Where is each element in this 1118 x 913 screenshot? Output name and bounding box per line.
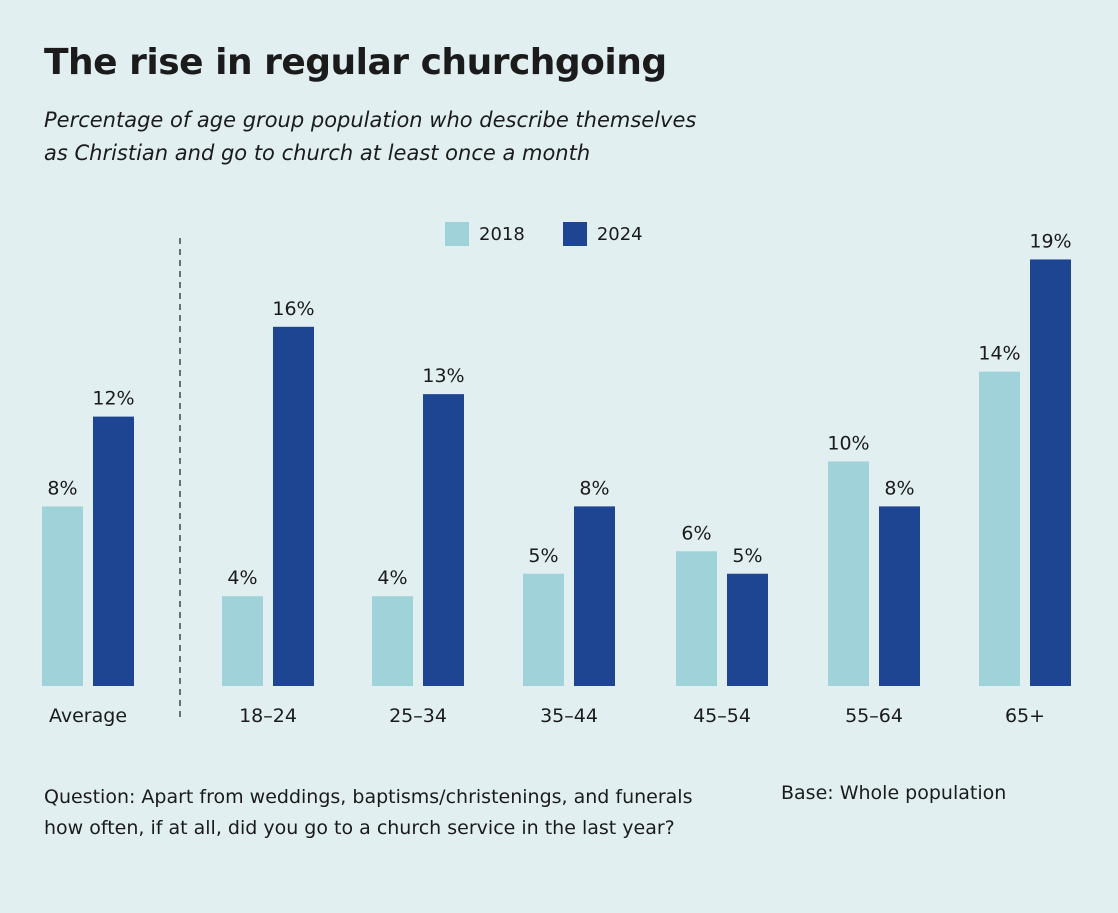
bar-2024	[727, 573, 768, 686]
data-label-2018: 10%	[827, 433, 869, 455]
bar-2018	[676, 551, 717, 686]
data-label-2018: 14%	[978, 343, 1020, 365]
bar-2024	[1030, 259, 1071, 686]
category-label: 18–24	[239, 705, 297, 727]
category-label: 55–64	[845, 705, 903, 727]
bar-2024	[423, 394, 464, 686]
footnote-base: Base: Whole population	[781, 782, 1007, 804]
bar-2018	[222, 596, 263, 686]
category-label: 35–44	[540, 705, 598, 727]
category-label: Average	[49, 705, 127, 727]
data-label-2018: 8%	[47, 477, 77, 499]
category-label: 65+	[1005, 705, 1045, 727]
bar-2018	[979, 371, 1020, 686]
data-label-2024: 8%	[579, 477, 609, 499]
subtitle-line: as Christian and go to church at least o…	[44, 141, 591, 165]
bar-2018	[523, 573, 564, 686]
bar-2024	[879, 506, 920, 686]
category-label: 45–54	[693, 705, 751, 727]
legend-swatch-2024	[562, 222, 587, 246]
legend-label-2024: 2024	[596, 223, 643, 245]
legend: 2018 2024	[445, 222, 681, 246]
category-label: 25–34	[389, 705, 447, 727]
chart-title: The rise in regular churchgoing	[44, 42, 667, 83]
bar-2024	[93, 416, 134, 686]
data-label-2018: 5%	[528, 545, 558, 567]
data-label-2018: 4%	[227, 567, 257, 589]
data-label-2024: 8%	[884, 477, 914, 499]
chart-subtitle: Percentage of age group population who d…	[44, 104, 844, 170]
legend-label-2018: 2018	[479, 223, 525, 245]
data-label-2018: 6%	[681, 522, 711, 544]
data-label-2018: 4%	[377, 567, 407, 589]
legend-swatch-2018	[445, 222, 469, 246]
subtitle-line: Percentage of age group population who d…	[44, 108, 697, 132]
data-label-2024: 16%	[272, 298, 314, 320]
bar-2018	[42, 506, 83, 686]
data-label-2024: 13%	[422, 365, 464, 387]
bar-2018	[372, 596, 413, 686]
data-label-2024: 19%	[1029, 230, 1071, 252]
data-label-2024: 12%	[92, 388, 134, 410]
data-label-2024: 5%	[732, 545, 762, 567]
footnote-question: Question: Apart from weddings, baptisms/…	[44, 786, 693, 839]
bar-2024	[574, 506, 615, 686]
bar-2024	[273, 326, 314, 686]
bar-2018	[828, 461, 869, 686]
